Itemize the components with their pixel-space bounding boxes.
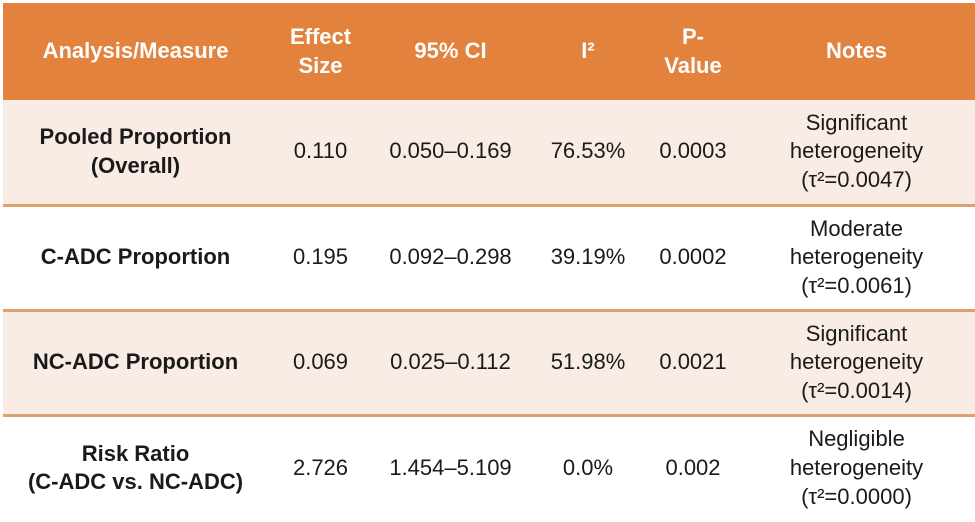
column-header-i-squared: I²	[528, 3, 648, 100]
table-header: Analysis/Measure Effect Size 95% CI I² P…	[3, 3, 975, 100]
table-row-c-adc-proportion: C-ADC Proportion 0.195 0.092–0.298 39.19…	[3, 205, 975, 310]
cell-i-squared: 39.19%	[550, 244, 626, 270]
table-row-risk-ratio: Risk Ratio (C-ADC vs. NC-ADC) 2.726 1.45…	[3, 415, 975, 520]
cell-i-squared: 51.98%	[550, 349, 626, 375]
cell-measure: C-ADC Proportion	[40, 244, 231, 270]
cell-95-ci: 1.454–5.109	[389, 454, 512, 480]
cell-notes: Negligible heterogeneity (τ²=0.0000)	[789, 426, 924, 509]
cell-p-value: 0.0002	[659, 244, 727, 270]
cell-p-value: 0.0021	[659, 349, 727, 375]
cell-i-squared: 76.53%	[550, 138, 626, 164]
column-header-p-value: P- Value	[648, 3, 738, 100]
cell-notes: Significant heterogeneity (τ²=0.0014)	[789, 320, 924, 403]
cell-95-ci: 0.050–0.169	[389, 138, 512, 164]
cell-effect-size: 0.069	[292, 349, 349, 375]
cell-p-value: 0.002	[665, 454, 721, 480]
column-header-analysis-measure: Analysis/Measure	[3, 3, 268, 100]
cell-i-squared: 0.0%	[562, 454, 614, 480]
cell-effect-size: 0.110	[293, 138, 348, 164]
cell-p-value: 0.0003	[659, 138, 727, 164]
cell-effect-size: 0.195	[292, 244, 349, 270]
column-header-effect-size: Effect Size	[268, 3, 373, 100]
cell-notes: Moderate heterogeneity (τ²=0.0061)	[789, 215, 924, 298]
cell-95-ci: 0.025–0.112	[390, 349, 511, 375]
cell-notes: Significant heterogeneity (τ²=0.0047)	[789, 109, 924, 193]
cell-measure: Risk Ratio (C-ADC vs. NC-ADC)	[27, 440, 244, 495]
cell-measure: Pooled Proportion (Overall)	[39, 124, 232, 178]
cell-measure: NC-ADC Proportion	[32, 349, 239, 375]
header-row: Analysis/Measure Effect Size 95% CI I² P…	[3, 3, 975, 100]
column-header-notes: Notes	[738, 3, 975, 100]
meta-analysis-results-table: Analysis/Measure Effect Size 95% CI I² P…	[3, 3, 975, 520]
table-row-nc-adc-proportion: NC-ADC Proportion 0.069 0.025–0.112 51.9…	[3, 310, 975, 415]
column-header-95-ci: 95% CI	[373, 3, 528, 100]
cell-effect-size: 2.726	[292, 454, 349, 480]
table-body: Pooled Proportion (Overall) 0.110 0.050–…	[3, 100, 975, 520]
table-row-pooled-proportion: Pooled Proportion (Overall) 0.110 0.050–…	[3, 100, 975, 205]
cell-95-ci: 0.092–0.298	[389, 244, 512, 270]
